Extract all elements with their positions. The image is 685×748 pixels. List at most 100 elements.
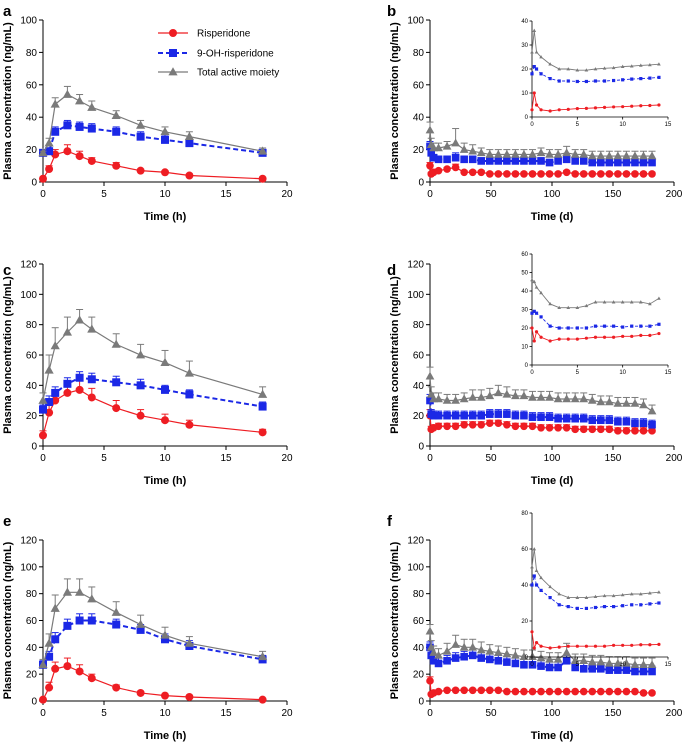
data-point-risperidone	[63, 662, 72, 671]
data-point-risperidone	[39, 174, 47, 183]
data-point-risperidone	[622, 687, 631, 696]
data-point-total	[87, 594, 97, 603]
x-tick-label: 0	[40, 189, 46, 200]
inset-data-point-risperidone	[532, 339, 536, 343]
inset-data-point-total	[593, 300, 598, 304]
data-point-oh	[87, 124, 96, 133]
data-point-total	[511, 391, 520, 400]
data-point-risperidone	[520, 422, 528, 431]
data-point-total	[44, 138, 54, 147]
data-point-risperidone	[426, 162, 434, 170]
x-tick-label: 10	[159, 453, 171, 464]
data-point-risperidone	[639, 689, 648, 697]
series-line-oh	[42, 376, 263, 411]
y-tick-label: 20	[26, 670, 38, 681]
data-point-total	[434, 143, 443, 152]
data-point-oh	[460, 155, 468, 164]
data-point-total	[485, 391, 495, 400]
data-point-oh	[648, 667, 656, 676]
data-point-total	[519, 149, 529, 158]
y-tick-label: 120	[407, 260, 424, 271]
data-point-risperidone	[579, 687, 588, 696]
data-point-risperidone	[648, 689, 656, 697]
data-point-oh	[528, 413, 537, 421]
data-point-oh	[468, 155, 477, 164]
data-point-risperidone	[485, 686, 494, 695]
inset-data-point-risperidone	[621, 334, 625, 338]
data-point-risperidone	[112, 404, 121, 413]
inset-data-point-risperidone	[566, 107, 570, 111]
data-point-oh	[605, 158, 614, 167]
inset-data-point-total	[575, 68, 580, 72]
data-point-risperidone	[460, 686, 468, 695]
data-point-total	[258, 389, 268, 398]
data-point-risperidone	[622, 427, 631, 435]
inset-data-point-risperidone	[584, 336, 589, 340]
y-tick-label: 20	[413, 411, 425, 422]
data-point-oh	[451, 153, 460, 162]
data-point-oh	[528, 660, 537, 669]
data-point-oh	[185, 139, 194, 148]
inset-x-tick-label: 5	[576, 122, 580, 128]
data-point-total	[622, 658, 631, 667]
data-point-total	[476, 645, 486, 654]
data-point-total	[442, 395, 452, 404]
x-tick-label: 200	[666, 708, 683, 719]
data-point-risperidone	[185, 420, 194, 429]
data-point-oh	[614, 666, 622, 674]
inset-data-point-oh	[534, 67, 539, 71]
data-point-oh	[451, 411, 460, 420]
data-point-risperidone	[588, 170, 597, 178]
data-point-total	[136, 619, 146, 628]
data-point-total	[536, 148, 546, 157]
inset-data-point-risperidone	[602, 335, 607, 339]
inset-data-point-oh	[593, 605, 598, 610]
data-point-oh	[477, 411, 486, 420]
data-point-oh	[597, 416, 605, 425]
inset-data-point-total	[657, 296, 661, 300]
x-tick-label: 20	[281, 453, 293, 464]
data-point-total	[502, 149, 512, 158]
data-point-total	[50, 603, 60, 612]
x-tick-label: 20	[281, 708, 293, 719]
inset-y-tick-label: 0	[525, 655, 529, 661]
panel-e: e 0 20 40 60 80 100 120 0 5 10 15 20 Time (h) Plasma c…	[2, 513, 293, 742]
data-point-risperidone	[503, 170, 511, 178]
data-point-total	[511, 650, 520, 659]
inset-data-point-oh	[621, 78, 625, 82]
inset-data-point-total	[575, 305, 580, 310]
y-tick-label: 120	[20, 536, 37, 547]
inset-data-point-risperidone	[534, 641, 539, 645]
x-tick-label: 0	[427, 708, 433, 719]
inset-data-point-total	[620, 64, 625, 68]
data-point-total	[160, 126, 170, 136]
inset-x-tick-label: 10	[619, 370, 626, 376]
data-point-oh	[161, 635, 169, 644]
data-point-total	[630, 660, 640, 669]
data-point-risperidone	[161, 416, 169, 425]
data-point-risperidone	[639, 170, 648, 178]
x-tick-label: 200	[666, 189, 683, 200]
inset-data-point-risperidone	[548, 109, 552, 113]
inset-x-tick-label: 15	[665, 662, 672, 668]
data-point-oh	[161, 135, 169, 144]
data-point-oh	[136, 625, 145, 634]
data-point-risperidone	[161, 168, 169, 177]
data-point-oh	[112, 127, 121, 136]
panel-a: a 0 20 40 60 80 100 0 5 10 15 20 Time (h) Plasma conc…	[2, 3, 293, 223]
inset-data-point-risperidone	[639, 333, 643, 337]
x-tick-label: 0	[427, 453, 433, 464]
data-point-total	[562, 148, 572, 157]
data-point-total	[604, 151, 614, 160]
inset-data-point-risperidone	[530, 326, 534, 330]
inset-data-point-oh	[532, 574, 536, 578]
data-point-risperidone	[45, 165, 54, 174]
data-point-oh	[631, 419, 639, 428]
y-tick-label: 100	[20, 16, 37, 27]
data-point-total	[596, 657, 606, 666]
data-point-total	[62, 587, 72, 596]
inset-data-point-oh	[612, 78, 616, 83]
data-point-total	[184, 638, 194, 647]
data-point-risperidone	[648, 427, 656, 435]
